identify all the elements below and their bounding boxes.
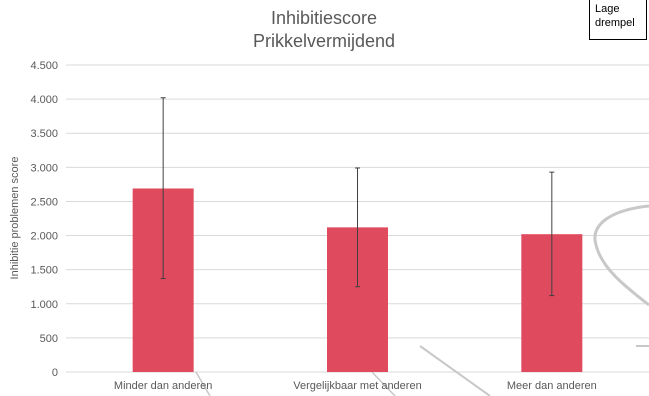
y-tick-labels: 0 500 1.000 1.500 2.000 2.500 3.000 3.500 4.000 4… — [30, 60, 58, 379]
y-axis-label: Inhibitie problemen score — [9, 157, 21, 280]
y-tick-label: 2.000 — [30, 231, 58, 243]
chart-title: Inhibitiescore — [271, 8, 377, 28]
decorative-strokes — [195, 204, 649, 396]
badge-line-2: drempel — [595, 17, 635, 29]
error-bars — [160, 97, 555, 297]
x-tick-label: Vergelijkbaar met anderen — [293, 380, 421, 392]
y-tick-label: 500 — [40, 333, 58, 345]
x-tick-labels: Minder dan anderen Vergelijkbaar met ande… — [114, 380, 597, 392]
badge-lage-drempel: Lage drempel — [589, 0, 647, 40]
y-tick-label: 0 — [52, 367, 58, 379]
x-tick-label: Minder dan anderen — [114, 380, 212, 392]
y-tick-label: 4.000 — [30, 94, 58, 106]
chart-subtitle: Prikkelvermijdend — [253, 31, 395, 51]
y-tick-label: 3.000 — [30, 162, 58, 174]
badge-line-1: Lage — [595, 3, 620, 15]
y-tick-label: 1.500 — [30, 265, 58, 277]
decor-line-left — [195, 371, 211, 396]
y-tick-label: 3.500 — [30, 128, 58, 140]
decor-line-diagonal — [419, 345, 491, 396]
y-tick-label: 4.500 — [30, 60, 58, 72]
x-tick-label: Meer dan anderen — [507, 380, 597, 392]
y-tick-label: 1.000 — [30, 299, 58, 311]
decor-line-middle — [371, 371, 396, 396]
y-tick-label: 2.500 — [30, 196, 58, 208]
decor-curve-right — [593, 204, 649, 307]
